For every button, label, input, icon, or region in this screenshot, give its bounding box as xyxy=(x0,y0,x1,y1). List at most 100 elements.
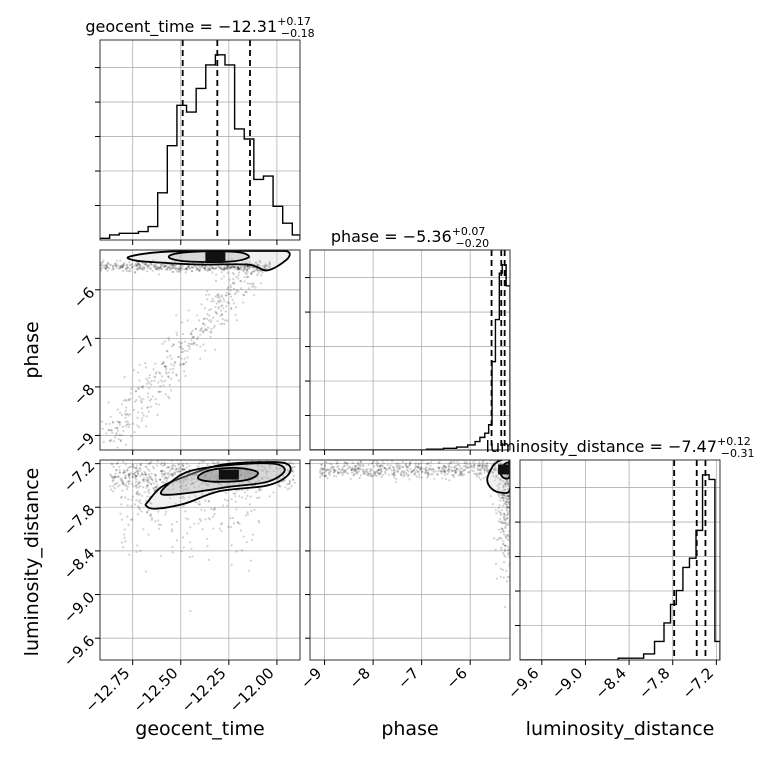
sample-point xyxy=(505,482,508,485)
sample-point xyxy=(332,465,335,468)
sample-point xyxy=(142,478,145,482)
x-tick-label: −12.25 xyxy=(178,664,230,716)
sample-point xyxy=(148,488,151,491)
sample-point xyxy=(465,461,468,464)
sample-point xyxy=(444,465,447,468)
sample-point xyxy=(157,523,161,526)
sample-point xyxy=(238,495,241,498)
sample-point xyxy=(507,495,510,498)
sample-point xyxy=(107,429,110,432)
sample-point xyxy=(228,278,231,281)
sample-point xyxy=(417,463,420,466)
sample-point xyxy=(378,473,381,476)
sample-point xyxy=(125,485,128,488)
x-tick-label: −6 xyxy=(443,664,471,692)
sample-point xyxy=(136,469,139,473)
sample-point xyxy=(121,403,124,406)
sample-point xyxy=(209,518,212,521)
sample-point xyxy=(417,473,421,476)
sample-point xyxy=(403,474,406,477)
sample-point xyxy=(182,479,185,482)
sample-point xyxy=(511,495,513,497)
sample-point xyxy=(412,470,415,473)
sample-point xyxy=(356,467,359,470)
sample-point xyxy=(486,461,489,465)
sample-point xyxy=(465,466,468,469)
sample-point xyxy=(288,482,291,485)
sample-point xyxy=(194,328,197,331)
sample-point xyxy=(147,509,150,512)
sample-point xyxy=(438,461,441,464)
sample-point xyxy=(437,466,441,469)
sample-point xyxy=(378,468,381,472)
sample-point xyxy=(423,467,426,471)
sample-point xyxy=(261,469,264,472)
sample-point xyxy=(222,504,225,507)
sample-point xyxy=(444,469,447,472)
sample-point xyxy=(135,399,138,402)
sample-point xyxy=(502,543,505,546)
sample-point xyxy=(171,266,175,269)
sample-point xyxy=(186,265,189,268)
sample-point xyxy=(516,470,518,472)
sample-point xyxy=(502,528,505,531)
sample-point xyxy=(126,265,129,269)
sample-point xyxy=(503,488,506,491)
sample-point xyxy=(245,291,248,294)
sample-point xyxy=(170,345,173,348)
sample-point xyxy=(139,266,142,269)
sample-point xyxy=(119,496,123,499)
sample-point xyxy=(194,455,196,457)
sample-point xyxy=(185,466,188,469)
panel-hist-geocent-time xyxy=(95,39,301,245)
sample-point xyxy=(245,269,248,272)
sample-point xyxy=(180,357,183,360)
sample-point xyxy=(209,321,212,324)
sample-point xyxy=(174,473,177,476)
sample-point xyxy=(417,470,420,473)
sample-point xyxy=(477,473,480,476)
sample-point xyxy=(199,329,202,332)
sample-point xyxy=(199,328,202,331)
sample-point xyxy=(210,265,213,268)
sample-point xyxy=(144,500,148,503)
sample-point xyxy=(135,264,138,267)
sample-point xyxy=(443,470,446,473)
sample-point xyxy=(137,500,140,503)
sample-point xyxy=(256,268,259,271)
sample-point xyxy=(143,470,146,473)
sample-point xyxy=(215,266,218,269)
sample-point xyxy=(477,464,480,467)
sample-point xyxy=(248,471,251,474)
sample-point xyxy=(257,264,260,267)
sample-point xyxy=(268,260,271,263)
sample-point xyxy=(506,483,510,486)
sample-point xyxy=(511,478,513,480)
sample-point xyxy=(212,461,215,464)
sample-point xyxy=(481,464,484,467)
sample-point xyxy=(415,469,418,472)
sample-point xyxy=(244,265,247,268)
sample-point xyxy=(419,467,422,470)
sample-point xyxy=(184,340,187,343)
panel-hist-phase xyxy=(305,249,511,455)
sample-point xyxy=(502,513,506,516)
sample-point xyxy=(326,468,329,471)
sample-point xyxy=(123,536,126,540)
sample-point xyxy=(400,474,403,477)
sample-point xyxy=(432,468,435,471)
sample-point xyxy=(147,265,151,268)
sample-point xyxy=(197,485,201,488)
sample-point xyxy=(143,266,146,269)
sample-point xyxy=(119,421,122,424)
sample-point xyxy=(119,266,122,269)
sample-point xyxy=(204,499,207,502)
sample-point xyxy=(187,309,190,312)
sample-point xyxy=(337,468,340,471)
sample-point xyxy=(244,473,247,476)
sample-point xyxy=(238,522,241,525)
sample-point xyxy=(245,268,248,271)
sample-point xyxy=(239,279,242,282)
sample-point xyxy=(130,504,133,507)
sample-point xyxy=(276,456,278,458)
